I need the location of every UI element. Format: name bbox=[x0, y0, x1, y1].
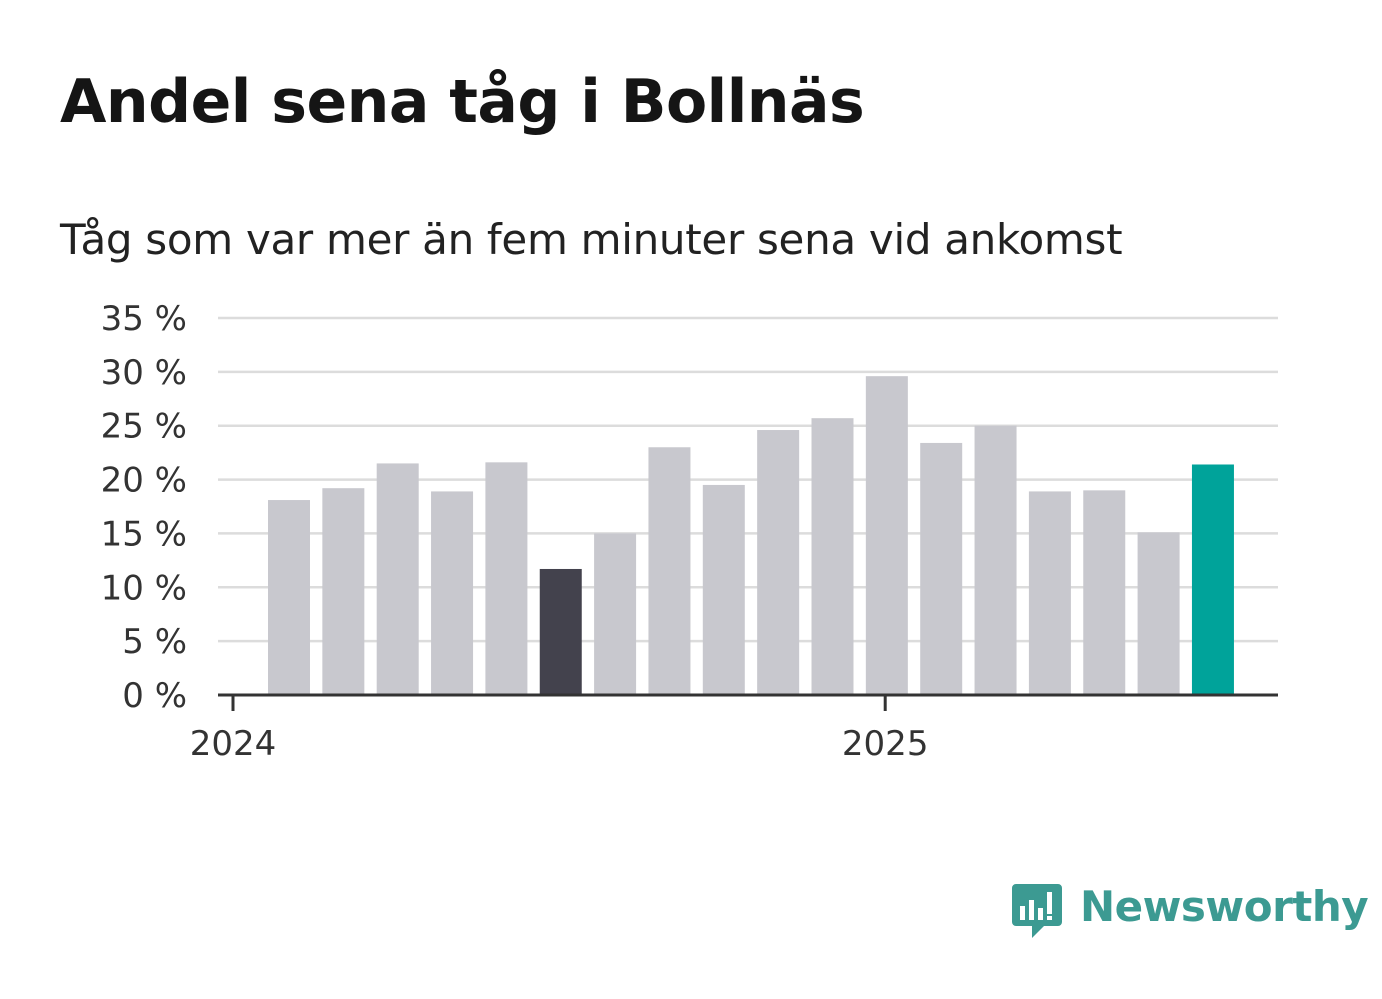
chart-title: Andel sena tåg i Bollnäs bbox=[60, 67, 865, 137]
bar bbox=[974, 425, 1017, 695]
bar bbox=[485, 462, 528, 695]
brand-logo: Newsworthy bbox=[1010, 878, 1369, 942]
newsworthy-logo-icon bbox=[1012, 884, 1062, 938]
bar bbox=[811, 418, 854, 695]
bar bbox=[376, 463, 419, 695]
bar-chart: 0 % 5 % 10 % 15 % 20 % 25 % 30 % 35 % 2024 2025 bbox=[101, 299, 1278, 764]
bar bbox=[1028, 491, 1071, 695]
y-tick-label: 25 % bbox=[101, 407, 187, 447]
bar bbox=[594, 533, 637, 695]
brand-name: Newsworthy bbox=[1080, 882, 1369, 931]
bar bbox=[702, 484, 745, 695]
bar bbox=[322, 488, 365, 695]
bar bbox=[268, 500, 310, 695]
bar bbox=[431, 491, 474, 695]
x-tick-label: 2025 bbox=[842, 724, 929, 764]
y-tick-label: 35 % bbox=[101, 299, 187, 339]
y-tick-label: 10 % bbox=[101, 568, 187, 608]
bar bbox=[1191, 464, 1234, 695]
y-tick-label: 20 % bbox=[101, 461, 187, 501]
y-tick-label: 30 % bbox=[101, 353, 187, 393]
bar bbox=[865, 376, 908, 695]
chart-subtitle: Tåg som var mer än fem minuter sena vid … bbox=[60, 215, 1123, 264]
y-tick-label: 0 % bbox=[122, 676, 187, 716]
bar bbox=[920, 442, 963, 695]
x-tick-label: 2024 bbox=[190, 724, 277, 764]
axes: 0 % 5 % 10 % 15 % 20 % 25 % 30 % 35 % 2024 2025 bbox=[101, 299, 1278, 764]
bar bbox=[648, 447, 691, 695]
bar bbox=[757, 430, 800, 695]
y-tick-label: 15 % bbox=[101, 514, 187, 554]
bar bbox=[1083, 490, 1126, 695]
y-tick-label: 5 % bbox=[122, 622, 187, 662]
bar bbox=[539, 568, 582, 695]
bar bbox=[1137, 532, 1180, 695]
bars bbox=[268, 376, 1234, 695]
